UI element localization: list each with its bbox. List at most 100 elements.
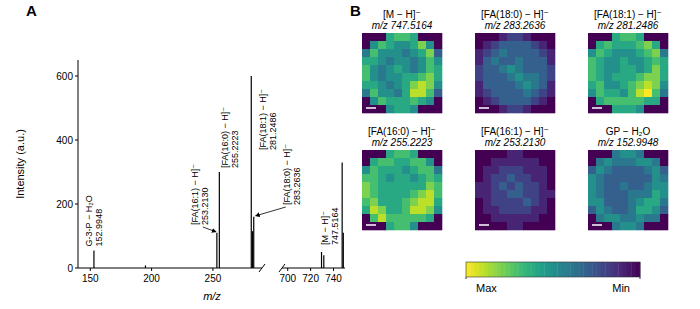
heatmap-cell [402,158,410,166]
heatmap-cell [475,206,483,214]
heatmap-cell [386,206,394,214]
heatmap-cell [531,222,539,230]
x-tick-label: 150 [82,273,99,284]
heatmap-cell [507,81,515,89]
heatmap-cell [636,198,644,206]
colorbar-segment [479,262,484,277]
heatmap-cell [636,73,644,81]
heatmap-cell [394,105,402,113]
heatmap-cell [362,222,370,230]
heatmap-cell [483,214,491,222]
heatmap-cell [386,222,394,230]
heatmap-cell [531,206,539,214]
heatmap-cell [644,81,652,89]
heatmap-cell [362,150,370,158]
heatmap-cell [507,166,515,174]
heatmap-cell [475,190,483,198]
heatmap-cell [628,105,636,113]
x-axis [78,268,262,269]
heatmap-cell [434,41,442,49]
heatmap-cell [588,41,596,49]
image-subtitle: m/z 152.9948 [598,137,659,148]
colorbar-segment [505,262,510,277]
heatmap-cell [636,49,644,57]
heatmap-cell [394,89,402,97]
heatmap-cell [636,81,644,89]
heatmap-cell [370,198,378,206]
heatmap-cell [523,222,531,230]
heatmap-cell [410,182,418,190]
heatmap-cell [628,41,636,49]
heatmap-cell [644,89,652,97]
heatmap-cell [499,49,507,57]
heatmap-cell [394,222,402,230]
heatmap-cell [660,81,668,89]
heatmap-image [362,150,442,230]
heatmap-cell [628,206,636,214]
heatmap-cell [523,214,531,222]
heatmap-cell [507,214,515,222]
heatmap-cell [660,33,668,41]
heatmap-cell [394,81,402,89]
heatmap-cell [547,41,555,49]
heatmap-cell [588,73,596,81]
heatmap-cell [547,166,555,174]
heatmap-cell [588,49,596,57]
peak-annotation: [FA(16:1) − H]⁻253.2130 [190,164,210,225]
heatmap-cell [547,150,555,158]
heatmap-cell [628,222,636,230]
heatmap-cell [644,105,652,113]
heatmap-cell [426,49,434,57]
heatmap-cell [491,158,499,166]
heatmap-cell [523,105,531,113]
heatmap-cell [426,150,434,158]
heatmap-image [588,33,668,113]
heatmap-cell [402,65,410,73]
heatmap-cell [547,97,555,105]
heatmap-cell [660,89,668,97]
colorbar-segment [557,262,562,277]
heatmap-cell [652,57,660,65]
y-tick [75,76,78,77]
x-tick-label: 720 [302,273,319,284]
heatmap-cell [426,73,434,81]
colorbar-segment [549,262,554,277]
heatmap-cell [434,190,442,198]
colorbar-segment [579,262,584,277]
heatmap-cell [612,33,620,41]
colorbar-segment [592,262,597,277]
heatmap-cell [539,73,547,81]
heatmap-cell [386,198,394,206]
heatmap-cell [644,33,652,41]
colorbar-segment [570,262,575,277]
heatmap-cell [418,214,426,222]
heatmap-cell [378,57,386,65]
peak [343,233,344,268]
heatmap-cell [523,174,531,182]
heatmap-cell [547,49,555,57]
heatmap-cell [644,97,652,105]
heatmap-cell [515,182,523,190]
heatmap-cell [418,206,426,214]
heatmap-cell [652,33,660,41]
heatmap-cell [507,182,515,190]
heatmap-cell [491,150,499,158]
heatmap-cell [434,182,442,190]
heatmap-cell [547,182,555,190]
heatmap-cell [604,158,612,166]
heatmap-cell [628,49,636,57]
heatmap-cell [475,222,483,230]
heatmap-cell [507,57,515,65]
heatmap-cell [652,174,660,182]
colorbar-segment [601,262,606,277]
heatmap-cell [515,198,523,206]
heatmap-cell [483,174,491,182]
heatmap-cell [434,57,442,65]
heatmap-cell [434,166,442,174]
heatmap-cell [370,158,378,166]
heatmap-cell [612,174,620,182]
scale-bar [479,107,489,109]
heatmap-cell [531,73,539,81]
x-tick [310,268,311,271]
heatmap-cell [402,81,410,89]
